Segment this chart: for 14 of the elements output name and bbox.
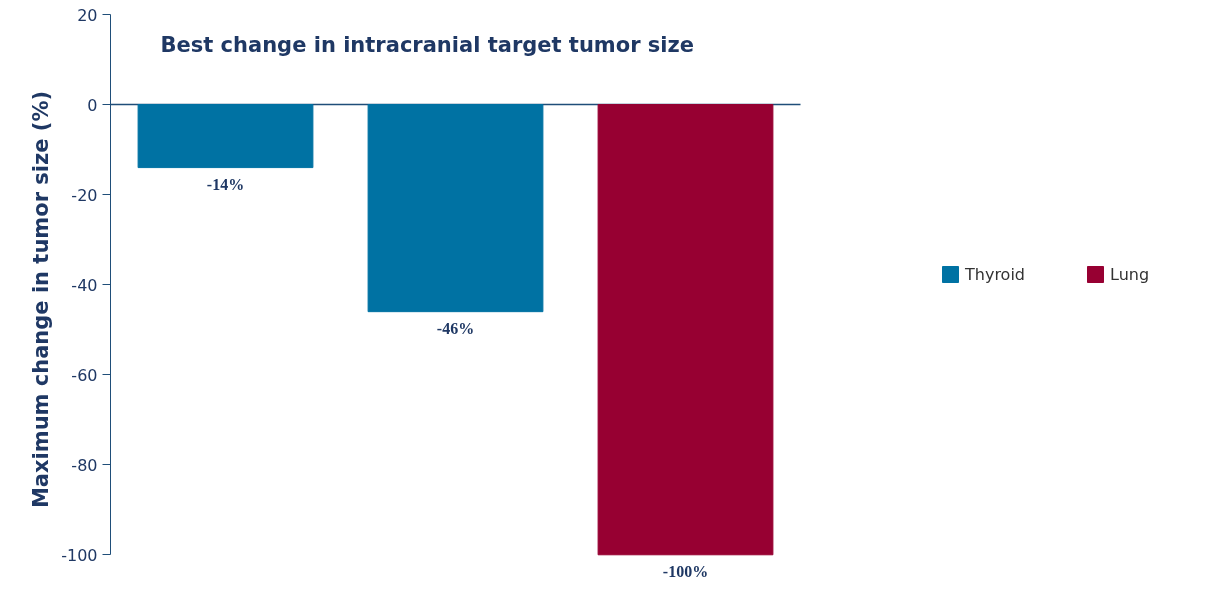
data-label: -100% <box>662 562 709 580</box>
text: Best change in intracranial target tumor size <box>160 32 695 57</box>
y-tick-label: -40 <box>71 275 98 295</box>
y-tick-label: -60 <box>71 365 98 385</box>
data-label: -46% <box>436 319 475 337</box>
data-label: -14% <box>206 175 245 193</box>
y-tick-label: -100 <box>61 545 98 565</box>
y-tick-label: 0 <box>87 95 98 115</box>
y-tick-label: 20 <box>77 5 98 25</box>
legend-label: Lung <box>1110 264 1150 284</box>
y-tick-label: -20 <box>71 185 98 205</box>
y-tick-label: -80 <box>71 455 98 475</box>
y-axis-title: Maximum change in tumor size (%) <box>29 90 54 509</box>
legend-label: Thyroid <box>965 264 1025 284</box>
